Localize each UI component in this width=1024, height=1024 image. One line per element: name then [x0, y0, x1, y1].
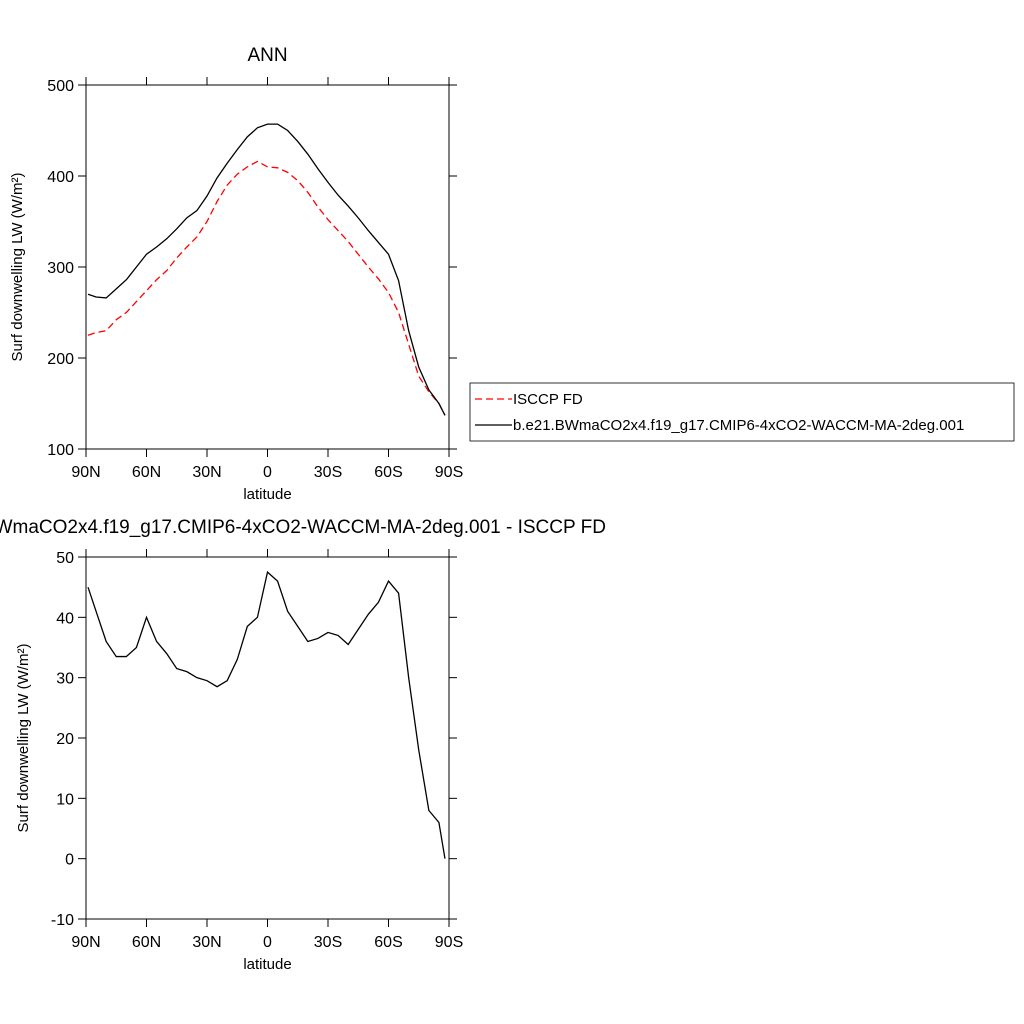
x-tick-label: 30N	[192, 464, 221, 481]
y-tick-label: 0	[65, 852, 74, 869]
x-tick-label: 0	[263, 934, 272, 951]
chart-title: b.e21.BWmaCO2x4.f19_g17.CMIP6-4xCO2-WACC…	[0, 517, 606, 538]
x-axis-label: latitude	[243, 956, 291, 973]
y-tick-label: 10	[56, 791, 74, 808]
x-tick-label: 30N	[192, 934, 221, 951]
chart-title: ANN	[247, 45, 287, 66]
y-tick-label: 50	[56, 550, 74, 567]
legend-label: ISCCP FD	[513, 391, 583, 408]
y-axis-label: Surf downwelling LW (W/m²)	[9, 173, 26, 362]
x-tick-label: 60S	[374, 464, 402, 481]
x-tick-label: 30S	[314, 464, 342, 481]
x-tick-label: 30S	[314, 934, 342, 951]
y-tick-label: 20	[56, 731, 74, 748]
x-tick-label: 60N	[132, 934, 161, 951]
legend-label: b.e21.BWmaCO2x4.f19_g17.CMIP6-4xCO2-WACC…	[513, 417, 964, 434]
y-tick-label: 500	[47, 78, 74, 95]
x-tick-label: 90N	[71, 464, 100, 481]
x-tick-label: 90N	[71, 934, 100, 951]
plot-frame	[85, 84, 450, 450]
y-tick-label: -10	[51, 912, 74, 929]
x-axis-label: latitude	[243, 486, 291, 503]
y-tick-label: 300	[47, 260, 74, 277]
legend-box	[469, 382, 1015, 442]
y-tick-label: 100	[47, 442, 74, 459]
x-tick-label: 90S	[435, 934, 463, 951]
data-line	[87, 160, 446, 416]
x-tick-label: 90S	[435, 464, 463, 481]
y-tick-label: 30	[56, 671, 74, 688]
data-line	[87, 123, 446, 416]
y-axis-label: Surf downwelling LW (W/m²)	[15, 644, 32, 833]
x-tick-label: 0	[263, 464, 272, 481]
x-tick-label: 60N	[132, 464, 161, 481]
data-line	[87, 570, 446, 859]
y-tick-label: 200	[47, 351, 74, 368]
y-tick-label: 40	[56, 610, 74, 627]
y-tick-label: 400	[47, 169, 74, 186]
x-tick-label: 60S	[374, 934, 402, 951]
plot-frame	[85, 556, 450, 920]
legend: ISCCP FD b.e21.BWmaCO2x4.f19_g17.CMIP6-4x…	[469, 382, 1015, 442]
